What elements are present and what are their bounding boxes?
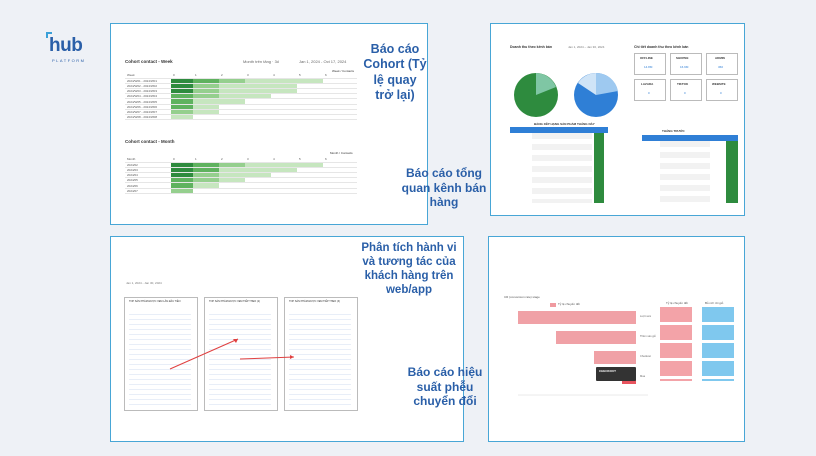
logo-sub: PLATFORM (52, 58, 86, 63)
funnel-tooltip: CHECKOUT (599, 369, 616, 373)
cohort-week-title: Cohort contact - Week (125, 59, 173, 64)
cohort-screenshot: Cohort contact - Week Month trên tăng · … (117, 53, 361, 218)
caption-cohort: Báo cáo Cohort (Tỷ lệ quay trở lại) (363, 42, 427, 102)
hub-platform-logo: hub PLATFORM (46, 32, 86, 63)
cohort-month-table: Month 0 1 2 3 4 5 6 2024/02 2024/03 2024/04 202… (125, 157, 357, 194)
funnel-bar (518, 311, 636, 324)
panel-funnel: CR (conversion rate) stage Tỷ lệ chuyển … (408, 236, 745, 442)
funnel-bar (555, 331, 636, 344)
flow-arrows (169, 338, 295, 370)
channel-pie-title: Doanh thu theo kênh bán (510, 45, 552, 49)
caption-funnel: Báo cáo hiệu suất phễu chuyển đổi (407, 365, 483, 409)
channel-detail-title: Chi tiết doanh thu theo kênh bán (634, 45, 689, 49)
panel-behavior: Jan 1, 2024 - Jan 30, 2024 TOP SẢN PHẨM … (110, 236, 464, 442)
channel-screenshot: Doanh thu theo kênh bán Jan 1, 2024 – Ja… (506, 41, 742, 207)
caption-channel: Báo cáo tổng quan kênh bán hàng (401, 166, 487, 210)
cohort-date-range[interactable]: Jan 1, 2024 - Oct 17, 2024 (299, 59, 347, 64)
cohort-week-table: Week 0 1 2 3 4 5 6 2024/W01 - 2024/W01 2024/W02… (125, 73, 357, 121)
panel-cohort: Cohort contact - Week Month trên tăng · … (110, 23, 428, 225)
funnel-bar (593, 351, 636, 364)
funnel-bar-label: Lượt xem (640, 315, 652, 318)
cohort-filter[interactable]: Month trên tăng · 3ố (243, 59, 280, 64)
logo-mark-icon (46, 32, 52, 38)
behavior-screenshot: Jan 1, 2024 - Jan 30, 2024 TOP SẢN PHẨM … (118, 277, 358, 413)
funnel-bar-label: Checkout (640, 355, 651, 358)
funnel-chart (518, 394, 648, 396)
cohort-month-title: Cohort contact - Month (125, 139, 175, 144)
channel-rank-title: BẢNG XẾP HẠNG SẢN PHẨM THÁNG NÀY (534, 122, 595, 126)
cohort-month-header: Month / Contacts (330, 151, 353, 155)
logo-word: hub (49, 35, 83, 56)
channel-rank2-title: THÁNG TRƯỚC (662, 129, 685, 133)
caption-behavior: Phân tích hành vi và tương tác của khách… (361, 242, 457, 297)
funnel-screenshot: CR (conversion rate) stage Tỷ lệ chuyển … (498, 291, 743, 411)
funnel-legend: Tỷ lệ chuyển đổi (558, 302, 580, 306)
funnel-bar-label: Thêm vào giỏ (640, 335, 656, 338)
cohort-week-header: Week / Contacts (332, 69, 354, 73)
panel-channel: Doanh thu theo kênh bán Jan 1, 2024 – Ja… (402, 23, 745, 216)
funnel-bar-label: Mua (640, 375, 646, 378)
channel-pie-charts (514, 72, 618, 117)
funnel-title: CR (conversion rate) stage (504, 295, 540, 299)
